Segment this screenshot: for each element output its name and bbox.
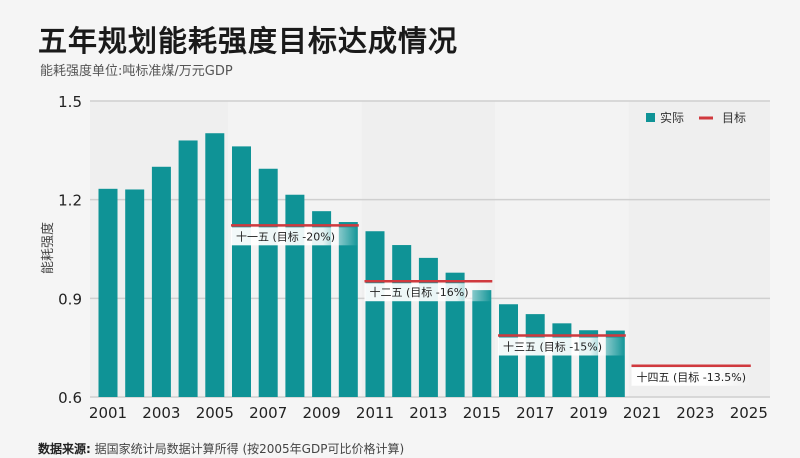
x-tick-label: 2009 [303,404,341,422]
y-tick-label: 1.2 [58,192,82,210]
x-tick-label: 2003 [142,404,180,422]
x-tick-label: 2011 [356,404,394,422]
target-label: 十四五 (目标 -13.5%) [637,370,747,384]
chart-subtitle: 能耗强度单位:吨标准煤/万元GDP [40,64,233,79]
x-tick-label: 2017 [516,404,554,422]
bar-2004 [178,140,198,397]
bar-2005 [205,133,225,397]
target-label: 十二五 (目标 -16%) [370,285,469,299]
legend-label-target: 目标 [722,111,746,125]
bar-2011 [365,231,385,397]
chart-title: 五年规划能耗强度目标达成情况 [38,24,459,58]
period-band [628,101,770,397]
target-label-bg [631,367,751,386]
target-label-bg [231,227,359,246]
x-tick-label: 2001 [89,404,127,422]
target-label-bg [498,337,626,356]
data-source-label: 数据来源: [38,442,91,456]
x-tick-label: 2007 [249,404,287,422]
target-label-bg [364,283,493,302]
bar-2003 [151,166,171,397]
bar-2006 [232,146,251,397]
data-source-note: 数据来源: 据国家统计局数据计算所得 (按2005年GDP可比价格计算) [38,440,404,457]
y-axis-label: 能耗强度 [40,222,56,274]
bar-2007 [258,168,278,397]
bar-2015 [472,290,492,397]
y-tick-label: 1.5 [58,93,82,111]
bar-2014 [445,272,465,397]
x-tick-label: 2021 [623,404,661,422]
target-lines: 十一五 (目标 -20%) 十二五 (目标 -16%) 十三五 (目标 -15%) 十… [231,224,751,386]
x-tick-label: 2005 [196,404,234,422]
target-label: 十三五 (目标 -15%) [503,339,602,353]
legend: 实际 目标 [646,110,746,125]
data-source-text: 据国家统计局数据计算所得 (按2005年GDP可比价格计算) [90,442,405,456]
x-tick-label: 2013 [409,404,447,422]
x-tick-label: 2025 [730,404,768,422]
target-label: 十一五 (目标 -20%) [236,229,335,243]
bar-2002 [125,189,145,397]
x-tick-label: 2015 [463,404,501,422]
legend-label-actual: 实际 [660,110,684,125]
bars [98,133,625,397]
bar-2012 [392,245,412,397]
bar-2013 [418,257,438,397]
legend-bar-swatch [646,113,655,122]
x-axis-ticks: 2001 2003 2005 2007 2009 2011 2013 2015 2017 2019… [89,404,768,422]
bar-2017 [525,314,545,397]
x-tick-label: 2023 [676,404,714,422]
y-tick-label: 0.9 [58,290,82,308]
bar-2010 [338,222,358,397]
bar-2009 [312,211,332,397]
y-tick-label: 0.6 [58,389,82,407]
bar-2001 [98,188,118,397]
y-axis-ticks: 0.6 0.9 1.2 1.5 [58,93,82,407]
x-tick-label: 2019 [570,404,608,422]
